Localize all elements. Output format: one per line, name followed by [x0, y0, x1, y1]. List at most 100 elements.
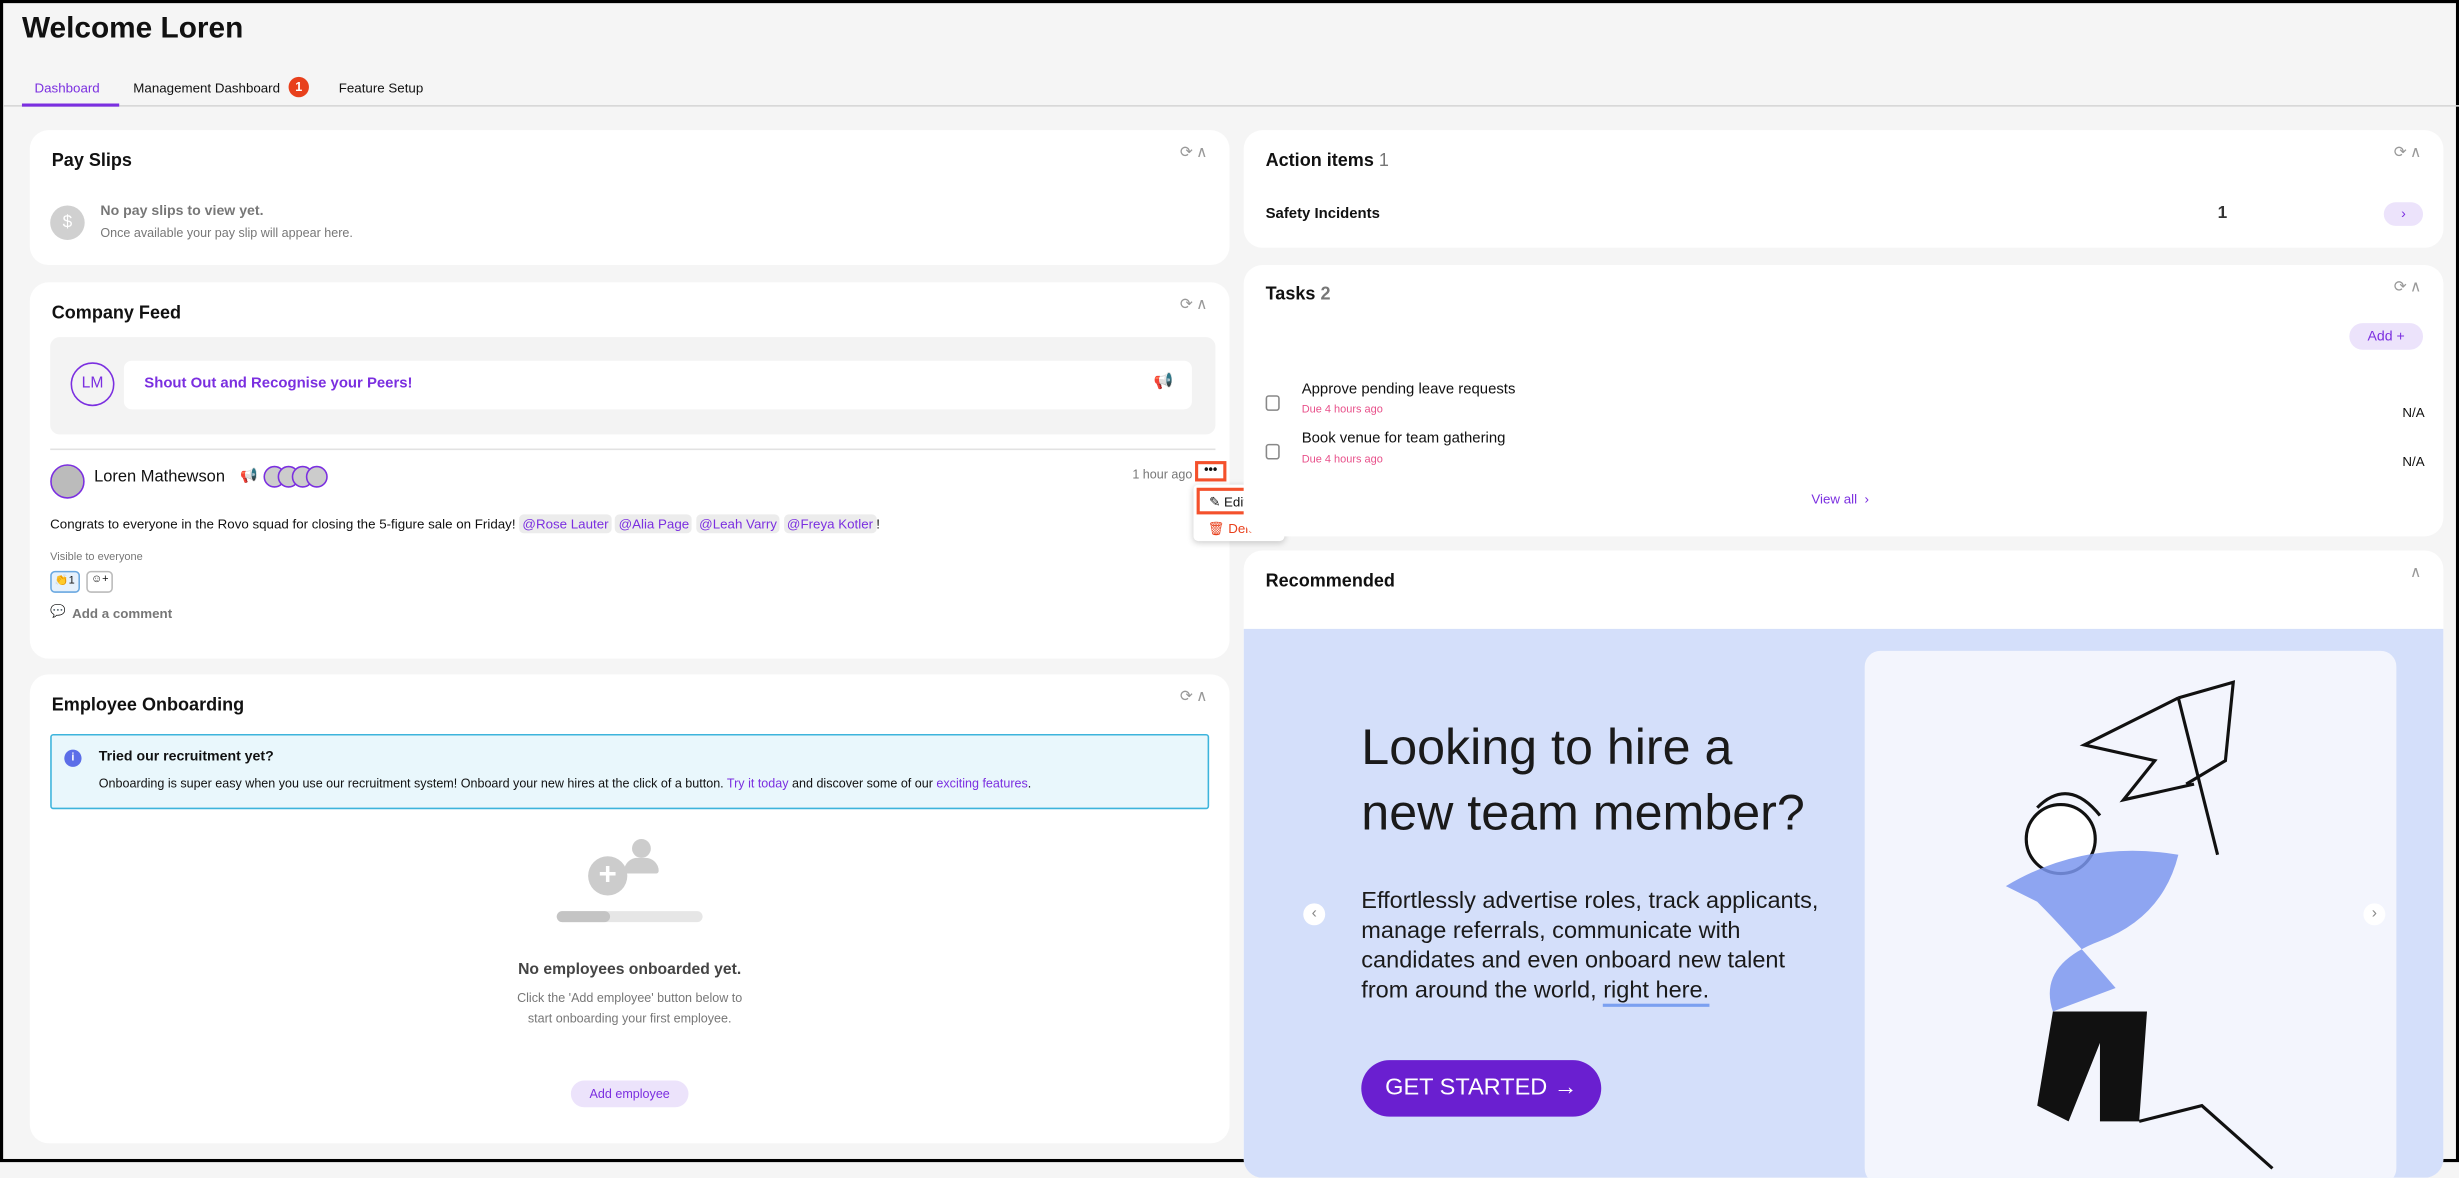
right-here-link[interactable]: right here. [1603, 977, 1710, 1007]
refresh-collapse-icons[interactable]: ⟳∧ [2393, 144, 2425, 162]
task-assignee: N/A [2402, 453, 2425, 469]
get-started-button[interactable]: GET STARTED → [1361, 1060, 1602, 1117]
info-title: Tried our recruitment yet? [98, 748, 274, 764]
info-mid: and discover some of our [792, 776, 933, 791]
page-title: Welcome Loren [21, 12, 244, 46]
card-title: Pay Slips [51, 152, 132, 171]
task-due: Due 4 hours ago [1301, 454, 1383, 466]
body-line: from around the world, [1361, 977, 1597, 1004]
company-feed-card: Company Feed ⟳∧ LM Shout Out and Recogni… [29, 282, 1230, 659]
tasks-count: 2 [1320, 285, 1331, 305]
divider [50, 448, 1216, 451]
task-title[interactable]: Approve pending leave requests [1301, 381, 1516, 399]
recipient-avatars[interactable] [263, 465, 328, 488]
action-items-count: 1 [1378, 152, 1389, 171]
notification-badge: 1 [288, 76, 309, 98]
task-assignee: N/A [2402, 404, 2425, 421]
add-employee-button[interactable]: Add employee [570, 1080, 689, 1108]
tasks-title: Tasks [1265, 285, 1316, 305]
body-line: Effortlessly advertise roles, track appl… [1361, 887, 1819, 915]
more-options-button[interactable]: ••• [1195, 461, 1227, 482]
shout-out-input[interactable]: Shout Out and Recognise your Peers! 📢 [123, 360, 1192, 410]
reaction-clap[interactable]: 👏1 [50, 570, 80, 593]
safety-incidents-count: 1 [2217, 203, 2228, 223]
carousel-next-button[interactable]: › [2363, 903, 2386, 926]
post-suffix: ! [876, 515, 880, 532]
shout-out-box: LM Shout Out and Recognise your Peers! 📢 [50, 337, 1216, 435]
reaction-count: 1 [68, 575, 75, 587]
info-body: Onboarding is super easy when you use ou… [98, 776, 724, 791]
post-body: Congrats to everyone in the Rovo squad f… [50, 515, 516, 532]
comment-icon: 💬 [50, 603, 66, 618]
carousel-prev-button[interactable]: ‹ [1303, 903, 1326, 926]
card-title: Employee Onboarding [51, 696, 245, 716]
tasks-card: Tasks 2 ⟳∧ Add + Approve pending leave r… [1243, 265, 2444, 537]
post-author[interactable]: Loren Mathewson [94, 467, 226, 487]
mention[interactable]: @Rose Lauter [519, 514, 612, 534]
card-title: Recommended [1265, 572, 1395, 592]
shout-out-prompt: Shout Out and Recognise your Peers! [144, 374, 413, 393]
task-checkbox[interactable] [1265, 395, 1280, 411]
author-avatar[interactable] [50, 464, 85, 499]
mention[interactable]: @Freya Kotler [783, 514, 877, 534]
visibility: Visible to everyone [50, 552, 143, 564]
pay-slips-card: Pay Slips ⟳∧ $ No pay slips to view yet.… [29, 130, 1230, 266]
refresh-collapse-icons[interactable]: ⟳∧ [1179, 688, 1211, 706]
post-time: 1 hour ago [1132, 467, 1193, 482]
avatar: LM [70, 362, 115, 407]
headline-line-1: Looking to hire a [1361, 718, 1733, 775]
empty-employee-illustration: + [556, 836, 703, 930]
tab-dashboard[interactable]: Dashboard [34, 79, 100, 96]
edit-label: Edit [1224, 494, 1248, 510]
add-label: Add [2367, 327, 2393, 344]
empty-text: Once available your pay slip will appear… [100, 225, 353, 240]
task-checkbox[interactable] [1265, 443, 1280, 460]
task-title[interactable]: Book venue for team gathering [1301, 429, 1506, 447]
task-due: Due 4 hours ago [1301, 404, 1383, 416]
megaphone-icon: 📢 [1153, 373, 1174, 391]
exciting-features-link[interactable]: exciting features [936, 776, 1028, 791]
banner-headline: Looking to hire a new team member? [1361, 714, 1804, 846]
employee-onboarding-card: Employee Onboarding ⟳∧ i Tried our recru… [29, 674, 1230, 1144]
active-tab-indicator [21, 103, 120, 107]
megaphone-icon: 📢 [239, 467, 258, 484]
headline-line-2: new team member? [1361, 784, 1805, 841]
tab-feature-setup[interactable]: Feature Setup [338, 79, 424, 96]
add-task-button[interactable]: Add + [2349, 323, 2424, 350]
tab-management-dashboard[interactable]: Management Dashboard [133, 79, 281, 96]
money-bag-icon: $ [50, 205, 85, 240]
refresh-collapse-icons[interactable]: ⟳∧ [2393, 279, 2425, 297]
collapse-icon[interactable]: ∧ [2409, 564, 2425, 582]
info-end: . [1027, 776, 1032, 791]
view-all-link[interactable]: View all › [1811, 490, 1869, 507]
empty-line-1: Click the 'Add employee' button below to [517, 991, 743, 1006]
view-all-label: View all [1811, 490, 1858, 507]
try-it-today-link[interactable]: Try it today [726, 776, 789, 791]
chevron-right-button[interactable]: › [2383, 202, 2424, 226]
action-items-title: Action items [1265, 152, 1374, 171]
banner-body: Effortlessly advertise roles, track appl… [1361, 886, 1819, 1007]
empty-line-2: start onboarding your first employee. [527, 1011, 732, 1026]
add-comment[interactable]: Add a comment [72, 605, 173, 622]
tabs-divider [3, 105, 2459, 107]
post-text: Congrats to everyone in the Rovo squad f… [50, 514, 880, 534]
action-items-card: Action items 1 ⟳∧ Safety Incidents 1 › [1243, 130, 2444, 248]
refresh-collapse-icons[interactable]: ⟳∧ [1179, 144, 1211, 162]
card-title: Tasks 2 [1266, 285, 1331, 304]
empty-title: No employees onboarded yet. [518, 961, 742, 979]
info-text: Onboarding is super easy when you use ou… [99, 776, 1032, 790]
mention[interactable]: @Alia Page [615, 514, 693, 534]
refresh-collapse-icons[interactable]: ⟳∧ [1179, 296, 1211, 314]
add-reaction-button[interactable]: ☺+ [86, 570, 114, 593]
info-icon: i [64, 749, 82, 767]
card-title: Action items 1 [1266, 152, 1389, 171]
illustration-panel [1864, 650, 2397, 1178]
hiring-banner: Looking to hire a new team member? Effor… [1243, 628, 2444, 1178]
card-title: Company Feed [51, 304, 182, 324]
empty-title: No pay slips to view yet. [100, 202, 264, 218]
body-line: manage referrals, communicate with [1361, 917, 1741, 945]
mention[interactable]: @Leah Varry [696, 514, 781, 534]
recommended-card: Recommended ∧ Looking to hire a new team… [1243, 550, 2444, 1178]
person-with-flag-illustration [2005, 680, 2274, 1170]
